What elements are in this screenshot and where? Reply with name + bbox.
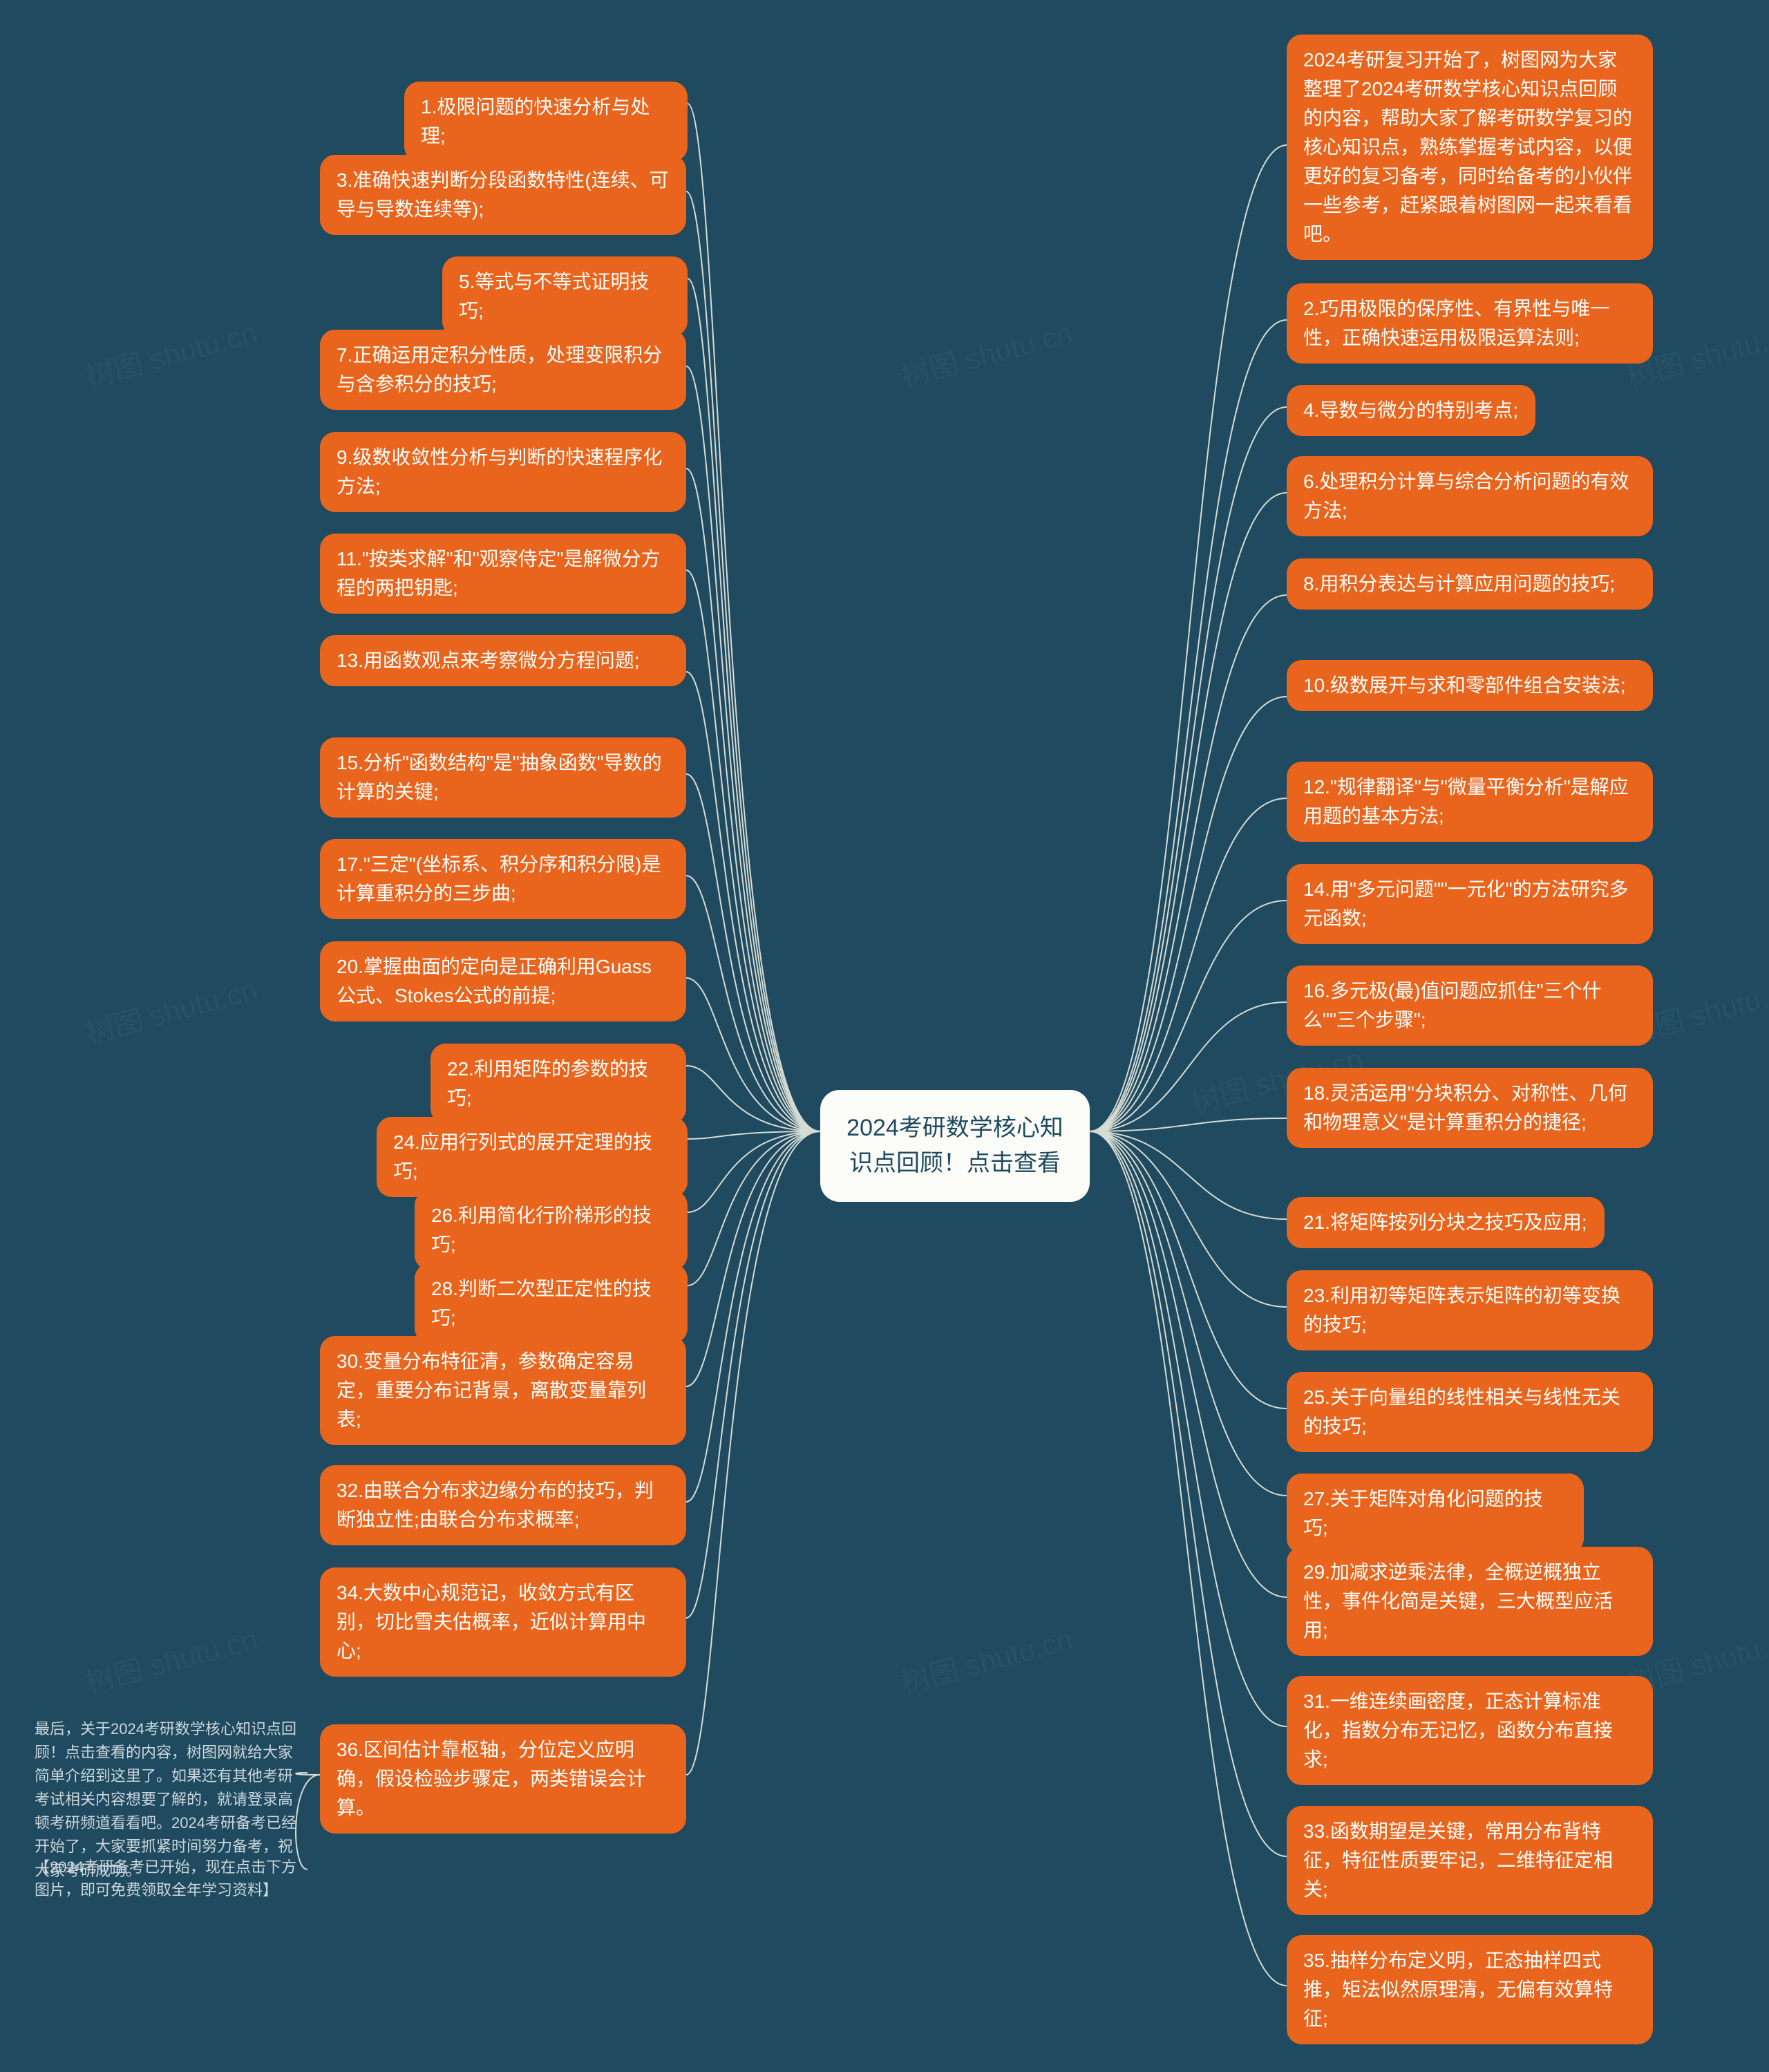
watermark: 树图 shutu.cn <box>896 310 1077 396</box>
watermark: 树图 shutu.cn <box>80 1616 261 1702</box>
left-node-34[interactable]: 34.大数中心规范记，收敛方式有区别，切比雪夫估概率，近似计算用中心; <box>320 1567 686 1677</box>
left-node-7[interactable]: 7.正确运用定积分性质，处理变限积分与含参积分的技巧; <box>320 330 686 410</box>
right-node-27[interactable]: 27.关于矩阵对角化问题的技巧; <box>1287 1473 1584 1554</box>
left-node-28[interactable]: 28.判断二次型正定性的技巧; <box>415 1263 688 1344</box>
watermark: 树图 shutu.cn <box>80 310 261 396</box>
right-node-8[interactable]: 8.用积分表达与计算应用问题的技巧; <box>1287 558 1653 610</box>
right-node-2[interactable]: 2.巧用极限的保序性、有界性与唯一性，正确快速运用极限运算法则; <box>1287 283 1653 364</box>
left-node-1[interactable]: 1.极限问题的快速分析与处理; <box>404 82 688 162</box>
left-node-22[interactable]: 22.利用矩阵的参数的技巧; <box>431 1044 686 1124</box>
right-node-29[interactable]: 29.加减求逆乘法律，全概逆概独立性，事件化简是关键，三大概型应活用; <box>1287 1547 1653 1656</box>
right-node-21[interactable]: 21.将矩阵按列分块之技巧及应用; <box>1287 1197 1605 1248</box>
watermark: 树图 shutu.cn <box>896 1616 1077 1702</box>
left-node-17[interactable]: 17."三定"(坐标系、积分序和积分限)是计算重积分的三步曲; <box>320 839 686 919</box>
right-node-intro[interactable]: 2024考研复习开始了，树图网为大家整理了2024考研数学核心知识点回顾的内容，… <box>1287 35 1653 260</box>
left-node-3[interactable]: 3.准确快速判断分段函数特性(连续、可导与导数连续等); <box>320 155 686 235</box>
center-node[interactable]: 2024考研数学核心知识点回顾！点击查看 <box>820 1090 1090 1202</box>
footer-sub-text: 【2024考研备考已开始，现在点击下方图片，即可免费领取全年学习资料】 <box>35 1856 308 1901</box>
left-node-20[interactable]: 20.掌握曲面的定向是正确利用Guass公式、Stokes公式的前提; <box>320 941 686 1021</box>
left-node-36[interactable]: 36.区间估计靠枢轴，分位定义应明确，假设检验步骤定，两类错误会计算。 <box>320 1724 686 1834</box>
right-node-4[interactable]: 4.导数与微分的特别考点; <box>1287 385 1535 436</box>
left-node-24[interactable]: 24.应用行列式的展开定理的技巧; <box>377 1117 688 1197</box>
left-node-30[interactable]: 30.变量分布特征清，参数确定容易定，重要分布记背景，离散变量靠列表; <box>320 1336 686 1445</box>
right-node-16[interactable]: 16.多元极(最)值问题应抓住"三个什么""三个步骤"; <box>1287 966 1653 1046</box>
left-node-11[interactable]: 11."按类求解"和"观察侍定"是解微分方程的两把钥匙; <box>320 534 686 614</box>
right-node-6[interactable]: 6.处理积分计算与综合分析问题的有效方法; <box>1287 456 1653 536</box>
right-node-25[interactable]: 25.关于向量组的线性相关与线性无关的技巧; <box>1287 1372 1653 1452</box>
left-node-26[interactable]: 26.利用简化行阶梯形的技巧; <box>415 1190 688 1270</box>
left-node-5[interactable]: 5.等式与不等式证明技巧; <box>442 256 688 337</box>
left-node-13[interactable]: 13.用函数观点来考察微分方程问题; <box>320 635 686 686</box>
left-node-15[interactable]: 15.分析"函数结构"是"抽象函数"导数的计算的关键; <box>320 737 686 818</box>
right-node-35[interactable]: 35.抽样分布定义明，正态抽样四式推，矩法似然原理清，无偏有效算特征; <box>1287 1935 1653 2044</box>
right-node-18[interactable]: 18.灵活运用"分块积分、对称性、几何和物理意义"是计算重积分的捷径; <box>1287 1068 1653 1148</box>
right-node-10[interactable]: 10.级数展开与求和零部件组合安装法; <box>1287 660 1653 711</box>
right-node-31[interactable]: 31.一维连续画密度，正态计算标准化，指数分布无记忆，函数分布直接求; <box>1287 1676 1653 1785</box>
right-node-23[interactable]: 23.利用初等矩阵表示矩阵的初等变换的技巧; <box>1287 1270 1653 1350</box>
left-node-32[interactable]: 32.由联合分布求边缘分布的技巧，判断独立性;由联合分布求概率; <box>320 1465 686 1545</box>
left-node-9[interactable]: 9.级数收敛性分析与判断的快速程序化方法; <box>320 432 686 512</box>
right-node-12[interactable]: 12."规律翻译"与"微量平衡分析"是解应用题的基本方法; <box>1287 762 1653 842</box>
right-node-33[interactable]: 33.函数期望是关键，常用分布背特征，特征性质要牢记，二维特征定相关; <box>1287 1806 1653 1915</box>
watermark: 树图 shutu.cn <box>80 966 261 1053</box>
mindmap-canvas: 树图 shutu.cn 树图 shutu.cn 树图 shutu.cn 树图 s… <box>0 0 1769 2072</box>
right-node-14[interactable]: 14.用"多元问题""一元化"的方法研究多元函数; <box>1287 864 1653 944</box>
